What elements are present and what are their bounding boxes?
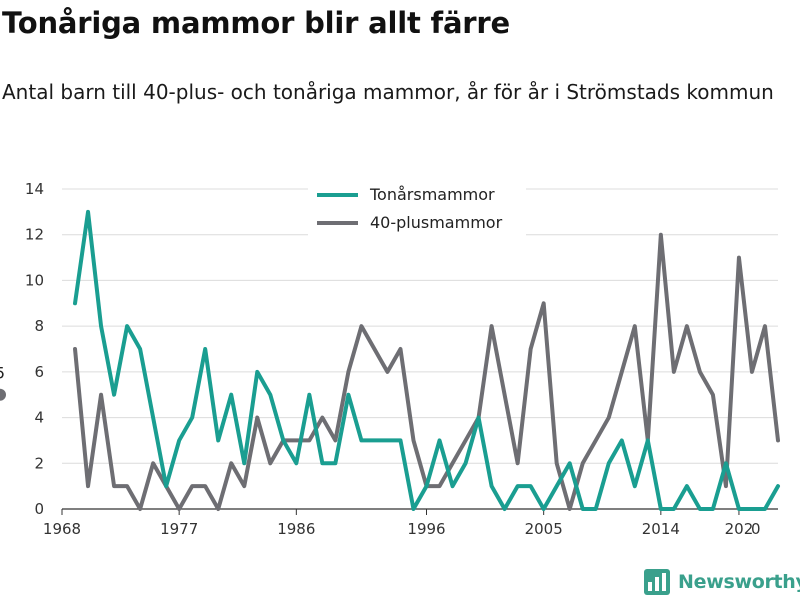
end-marker-dot: [0, 388, 6, 401]
newsworthy-logo-icon: [644, 569, 670, 595]
y-tick-label: 12: [25, 226, 44, 244]
newsworthy-brand: Newsworthy: [644, 569, 800, 595]
y-tick-label: 10: [25, 271, 44, 289]
y-tick-label: 6: [34, 363, 44, 381]
x-tick-label: 1996: [407, 520, 445, 538]
x-tick-label: 202: [725, 520, 754, 538]
legend: Tonårsmammor 40-plusmammor: [308, 181, 526, 239]
y-tick-label: 8: [34, 317, 44, 335]
x-tick-label: 1968: [43, 520, 81, 538]
y-tick-label: 2: [34, 454, 44, 472]
series-line-tonarsmammor: [73, 209, 780, 511]
y-axis-ticks: 0 2 4 6 8 10 12 14: [25, 180, 44, 518]
series-lines: [73, 209, 780, 511]
legend-label-40-plusmammor: 40-plusmammor: [370, 213, 503, 232]
y-tick-label: 4: [34, 409, 44, 427]
x-tick-label: 1977: [160, 520, 198, 538]
x-tick-label: 2005: [525, 520, 563, 538]
x-tick-label: 2014: [642, 520, 680, 538]
y-tick-label: 14: [25, 180, 44, 198]
brand-name: Newsworthy: [678, 571, 800, 593]
x-tick-label: 1986: [277, 520, 315, 538]
legend-label-tonarsmammor: Tonårsmammor: [369, 185, 495, 204]
y-tick-label: 0: [34, 500, 44, 518]
chart-subtitle: Antal barn till 40-plus- och tonåriga ma…: [2, 80, 774, 104]
x-tick-label-overlap: 0: [751, 520, 761, 538]
end-marker: 5: [0, 364, 6, 401]
legend-background: [308, 181, 526, 239]
chart-title: Tonåriga mammor blir allt färre: [2, 6, 510, 40]
end-value-label: 5: [0, 364, 5, 383]
